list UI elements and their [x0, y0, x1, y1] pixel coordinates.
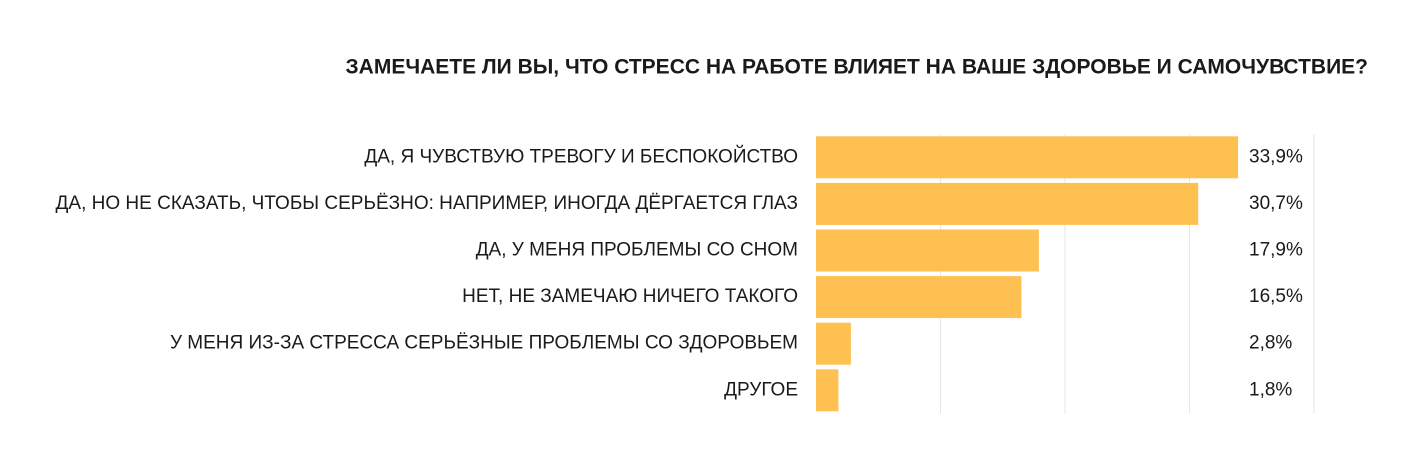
bar [816, 369, 839, 412]
value-label: 30,7% [1249, 193, 1303, 214]
bar [816, 182, 1199, 225]
category-label: ДА, У МЕНЯ ПРОБЛЕМЫ СО СНОМ [476, 240, 798, 261]
bar [816, 229, 1039, 272]
category-label: ДА, НО НЕ СКАЗАТЬ, ЧТОБЫ СЕРЬЁЗНО: НАПРИ… [56, 193, 798, 214]
bar [816, 136, 1239, 179]
value-label: 33,9% [1249, 146, 1303, 167]
value-label: 17,9% [1249, 240, 1303, 261]
value-label: 16,5% [1249, 286, 1303, 307]
bar [816, 276, 1022, 319]
value-label: 1,8% [1249, 379, 1292, 400]
category-label: ДРУГОЕ [724, 379, 798, 400]
category-label: НЕТ, НЕ ЗАМЕЧАЮ НИЧЕГО ТАКОГО [462, 286, 798, 307]
value-label: 2,8% [1249, 333, 1292, 354]
bar [816, 322, 851, 365]
category-label: У МЕНЯ ИЗ-ЗА СТРЕССА СЕРЬЁЗНЫЕ ПРОБЛЕМЫ … [170, 333, 798, 354]
chart-title: ЗАМЕЧАЕТЕ ЛИ ВЫ, ЧТО СТРЕСС НА РАБОТЕ ВЛ… [346, 56, 1369, 79]
category-label: ДА, Я ЧУВСТВУЮ ТРЕВОГУ И БЕСПОКОЙСТВО [364, 145, 798, 167]
